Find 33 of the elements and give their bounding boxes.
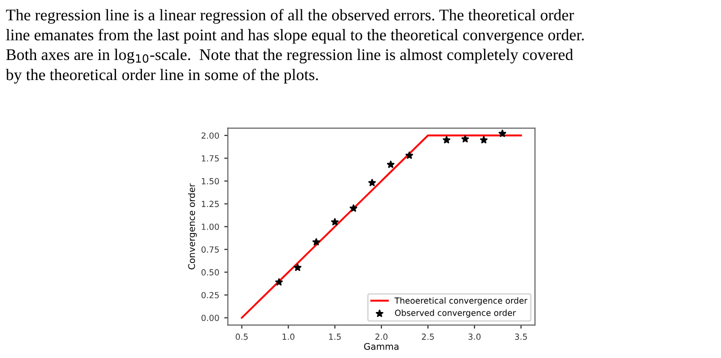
point — [498, 130, 506, 137]
point — [368, 178, 376, 186]
y-tick-label: 0.25 — [201, 292, 219, 298]
point — [331, 218, 339, 226]
y-axis-title: Convergence order — [188, 183, 197, 270]
x-tick-label: 3.0 — [468, 334, 481, 340]
x-tick-label: 0.5 — [236, 334, 248, 340]
legend-label: Theoeretical convergence order — [394, 297, 528, 306]
y-tick-label: 1.75 — [202, 155, 219, 162]
point — [294, 264, 302, 271]
y-tick-label: 2.00 — [202, 132, 219, 139]
point — [275, 278, 283, 286]
point — [406, 152, 414, 159]
legend-label: Observed convergence order — [395, 310, 516, 318]
x-axis-title: Gamma — [364, 343, 398, 350]
text: The regression line is a linear regression of all the observed errors. The theoretical order line emanates from the last point and has slope equal to the theoretical convergence order. Both axes are in log$_{10}$-scale. Note that the regression line is almost completely covered by the theoretical order line in some of the plots. — [6, 8, 584, 84]
x-tick-label: 3.5 — [515, 334, 527, 340]
y-tick-label: 1.25 — [202, 200, 219, 208]
x-tick-label: 2.5 — [422, 334, 434, 340]
y-tick-label: 0.75 — [201, 246, 219, 253]
y-tick-label: 1.00 — [202, 224, 219, 230]
point — [350, 204, 358, 212]
point — [480, 136, 488, 144]
point — [386, 160, 395, 168]
x-tick-label: 1.0 — [282, 334, 294, 340]
y-tick-label: 0.00 — [201, 314, 219, 322]
x-tick-label: 2.0 — [375, 334, 388, 340]
point — [461, 135, 469, 142]
y-tick-label: 0.50 — [201, 269, 219, 276]
point — [442, 136, 450, 144]
x-tick-label: 1.5 — [329, 334, 341, 340]
y-tick-label: 1.50 — [202, 178, 219, 184]
point — [312, 238, 320, 246]
